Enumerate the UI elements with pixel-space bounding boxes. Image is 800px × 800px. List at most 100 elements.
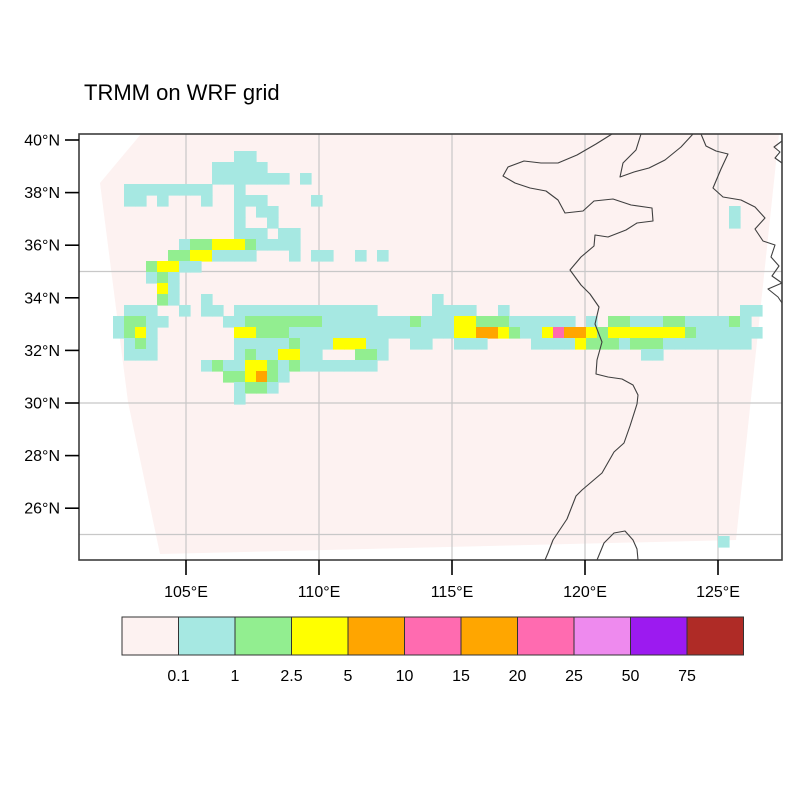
colorbar-box [234, 616, 292, 656]
precip-cell [685, 327, 697, 339]
precip-cell [443, 316, 455, 328]
precip-cell [289, 349, 301, 361]
precip-cell [146, 184, 158, 196]
precip-cell [267, 349, 279, 361]
lon-tick-label: 120°E [563, 584, 607, 601]
precip-cell [201, 184, 213, 196]
coastline [596, 530, 639, 561]
colorbar-box [347, 616, 405, 656]
colorbar-box [291, 616, 349, 656]
precip-cell [168, 294, 180, 306]
precip-cell [432, 305, 444, 317]
precip-cell [234, 316, 246, 328]
colorbar-box [404, 616, 462, 656]
colorbar-box [460, 616, 518, 656]
coastline [700, 133, 783, 304]
precip-cell [487, 327, 499, 339]
precip-cell [564, 316, 576, 328]
precip-cell [432, 294, 444, 306]
precip-cell [157, 272, 169, 284]
precip-cell [322, 327, 334, 339]
precip-cell [278, 327, 290, 339]
precip-cell [168, 250, 180, 262]
precip-cell [531, 338, 543, 350]
precip-cell [685, 338, 697, 350]
precip-cell [245, 382, 257, 394]
precip-cell [300, 173, 312, 185]
precip-cell [476, 327, 488, 339]
colorbar-box [630, 616, 688, 656]
colorbar-box [686, 616, 744, 656]
precip-cell [223, 316, 235, 328]
precip-cell [157, 283, 169, 295]
precip-cell [718, 536, 730, 548]
precip-cell [179, 305, 191, 317]
precip-cell [729, 217, 741, 229]
precip-cell [564, 327, 576, 339]
precip-cell [520, 327, 532, 339]
lat-tick-label: 36°N [24, 238, 60, 255]
precip-cell [377, 316, 389, 328]
precip-cell [663, 327, 675, 339]
precip-cell [333, 316, 345, 328]
precip-cell [729, 206, 741, 218]
precip-cell [718, 338, 730, 350]
precip-cell [124, 195, 136, 207]
plot-title: TRMM on WRF grid [84, 80, 280, 105]
precip-cell [707, 327, 719, 339]
precip-cell [333, 338, 345, 350]
precip-cell [333, 305, 345, 317]
precip-cell [498, 327, 510, 339]
precip-cell [267, 206, 279, 218]
precip-cell [146, 305, 158, 317]
precip-cell [212, 360, 224, 372]
colorbar-label: 20 [509, 668, 527, 685]
precip-cell [190, 239, 202, 251]
precip-cell [267, 338, 279, 350]
precip-cell [278, 173, 290, 185]
precip-cell [256, 195, 268, 207]
precip-cell [289, 305, 301, 317]
precip-cell [465, 338, 477, 350]
colorbar-label: 15 [452, 668, 470, 685]
precip-cell [168, 272, 180, 284]
lon-tick-label: 125°E [696, 584, 740, 601]
precip-cell [465, 316, 477, 328]
precip-cell [355, 305, 367, 317]
precip-cell [399, 327, 411, 339]
precip-cell [135, 349, 147, 361]
lat-tick-label: 30°N [24, 396, 60, 413]
precip-cell [289, 250, 301, 262]
colorbar-label: 75 [678, 668, 696, 685]
precip-cell [146, 316, 158, 328]
precip-cell [245, 349, 257, 361]
precip-cell [168, 283, 180, 295]
precip-cell [674, 338, 686, 350]
precip-cell [234, 250, 246, 262]
precip-cell [696, 338, 708, 350]
precip-cell [234, 360, 246, 372]
precip-cell [388, 327, 400, 339]
precip-cell [322, 360, 334, 372]
precip-cell [718, 316, 730, 328]
precip-cell [124, 349, 136, 361]
precip-cell [245, 338, 257, 350]
precip-cell [223, 239, 235, 251]
precip-cell [443, 305, 455, 317]
precip-cell [300, 338, 312, 350]
precip-cell [355, 349, 367, 361]
precip-cell [300, 305, 312, 317]
precip-cell [245, 305, 257, 317]
precip-cell [278, 349, 290, 361]
precip-cell [729, 316, 741, 328]
precip-cell [311, 349, 323, 361]
lat-tick-label: 38°N [24, 185, 60, 202]
precip-cell [245, 360, 257, 372]
precip-cell [234, 305, 246, 317]
precip-cell [366, 305, 378, 317]
precip-cell [168, 261, 180, 273]
precip-cell [245, 239, 257, 251]
precip-cell [135, 327, 147, 339]
precip-cell [245, 327, 257, 339]
